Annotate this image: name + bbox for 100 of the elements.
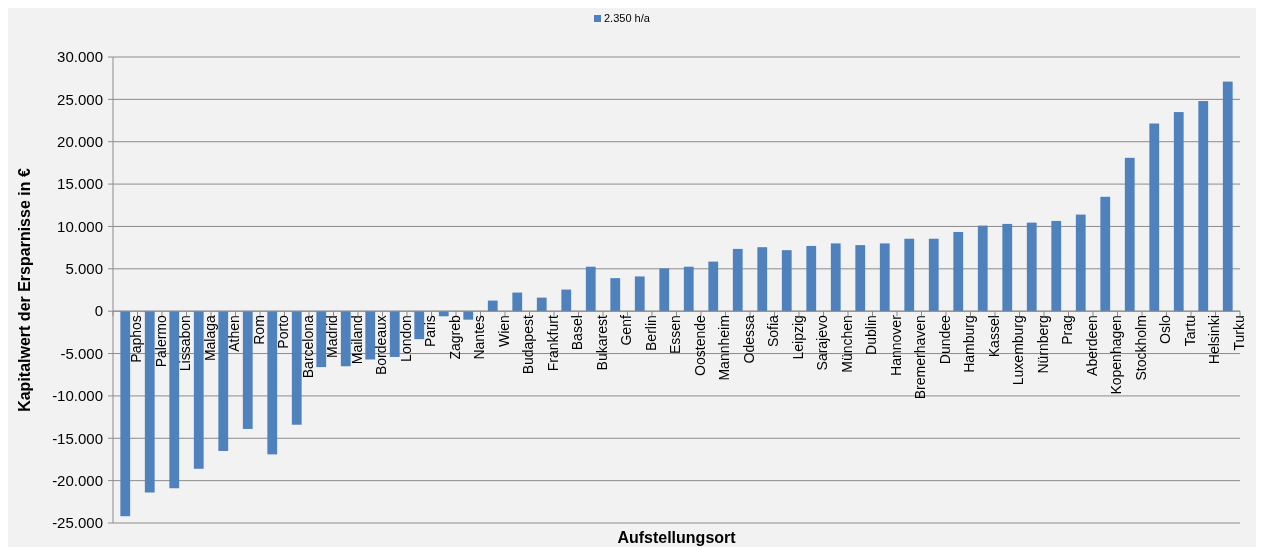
x-tick-label: Dundee: [936, 314, 953, 365]
x-tick-label: Paris: [422, 315, 439, 348]
x-tick-label: Bukarest: [593, 315, 610, 371]
x-tick-label: Bordeaux: [373, 315, 390, 376]
bar: [1173, 112, 1184, 312]
x-tick-label: Nantes: [471, 315, 488, 360]
x-tick-label: Tartu: [1181, 315, 1198, 347]
bar: [953, 231, 964, 312]
bar: [144, 311, 155, 493]
y-tick-label: -5.000: [60, 344, 103, 362]
bar: [120, 311, 131, 517]
y-tick-label: 25.000: [57, 90, 103, 108]
y-tick-label: -25.000: [52, 514, 103, 532]
y-tick-label: 30.000: [57, 48, 103, 66]
bar: [683, 266, 694, 312]
x-tick-label: Porto: [275, 314, 292, 349]
bar: [830, 243, 841, 312]
x-tick-label: Aberdeen: [1083, 315, 1100, 376]
y-tick-label: 0: [94, 302, 103, 320]
bar: [536, 297, 547, 312]
bar: [610, 278, 621, 312]
x-tick-label: Madrid: [324, 315, 341, 358]
x-tick-label: Stockholm: [1132, 315, 1149, 381]
x-tick-label: Mailand: [348, 315, 365, 365]
y-tick-label: -20.000: [52, 471, 103, 489]
x-tick-label: Bremerhaven: [912, 315, 929, 400]
bar: [708, 261, 719, 312]
bar: [1100, 196, 1111, 312]
x-tick-label: Nürnberg: [1034, 315, 1051, 374]
bar: [414, 311, 425, 340]
bar: [585, 266, 596, 312]
bar: [781, 250, 792, 312]
x-tick-label: Palermo: [152, 314, 169, 368]
bar: [904, 238, 915, 312]
bar: [659, 268, 670, 312]
x-tick-label: Mannheim: [716, 315, 733, 381]
bar: [365, 311, 376, 360]
x-tick-label: Sofia: [765, 314, 782, 348]
x-tick-label: Sarajevo: [814, 314, 831, 371]
x-tick-label: Helsinki: [1206, 315, 1223, 365]
x-tick-label: Oslo: [1157, 314, 1174, 344]
x-tick-label: Prag: [1059, 315, 1076, 345]
y-tick-label: 10.000: [57, 217, 103, 235]
x-tick-label: Rom: [250, 315, 267, 345]
bar: [169, 311, 180, 489]
x-tick-label: Lissabon: [177, 315, 194, 372]
x-tick-label: Zagreb: [446, 314, 463, 360]
x-tick-label: Frankfurt: [544, 315, 561, 372]
y-tick-label: 15.000: [57, 175, 103, 193]
bar: [757, 247, 768, 312]
bar: [855, 245, 866, 312]
x-tick-label: Wien: [495, 315, 512, 348]
x-tick-label: Budapest: [520, 315, 537, 375]
bar: [1198, 101, 1209, 312]
y-tick-label: 20.000: [57, 132, 103, 150]
bar: [634, 276, 645, 312]
x-tick-label: Essen: [667, 315, 684, 355]
bar: [389, 311, 400, 357]
x-tick-label: Malaga: [201, 314, 218, 362]
x-tick-label: London: [397, 315, 414, 362]
x-tick-label: Athen: [226, 315, 243, 352]
bar: [267, 311, 278, 455]
bar: [340, 311, 351, 367]
bar: [1026, 222, 1037, 312]
x-tick-label: Luxemburg: [1010, 315, 1027, 386]
bar: [291, 311, 302, 425]
bar: [561, 289, 572, 312]
x-tick-label: Kassel: [985, 315, 1002, 358]
y-tick-label: -10.000: [52, 387, 103, 405]
bar: [316, 311, 327, 368]
x-tick-label: Barcelona: [299, 314, 316, 379]
bar: [1051, 220, 1062, 312]
x-tick-label: Odessa: [740, 314, 757, 364]
bar: [1124, 157, 1135, 312]
x-tick-label: Dublin: [863, 315, 880, 355]
y-axis-title: Kapitalwert der Ersparnisse in €: [16, 168, 33, 412]
x-tick-label: Berlin: [642, 315, 659, 351]
y-tick-label: -15.000: [52, 429, 103, 447]
bar: [242, 311, 253, 429]
bar: [1149, 123, 1160, 312]
x-tick-label: München: [838, 315, 855, 373]
x-tick-label: Basel: [569, 315, 586, 351]
bar: [806, 245, 817, 312]
bar: [1002, 223, 1013, 312]
bar: [193, 311, 204, 469]
x-tick-label: Kopenhagen: [1108, 315, 1125, 395]
bar: [218, 311, 229, 451]
legend-label: 2.350 h/a: [604, 12, 651, 24]
x-tick-label: Paphos: [128, 315, 145, 363]
x-tick-label: Oostende: [691, 314, 708, 376]
bar: [879, 243, 890, 312]
x-tick-label: Hannover: [887, 314, 904, 376]
x-tick-label: Turku: [1230, 315, 1247, 351]
bar: [1222, 81, 1233, 312]
x-axis-title: Aufstellungsort: [617, 529, 737, 546]
bar: [732, 248, 743, 312]
bar: [487, 300, 498, 312]
bar: [463, 311, 474, 320]
bar: [977, 225, 988, 312]
x-tick-label: Genf: [618, 315, 635, 346]
